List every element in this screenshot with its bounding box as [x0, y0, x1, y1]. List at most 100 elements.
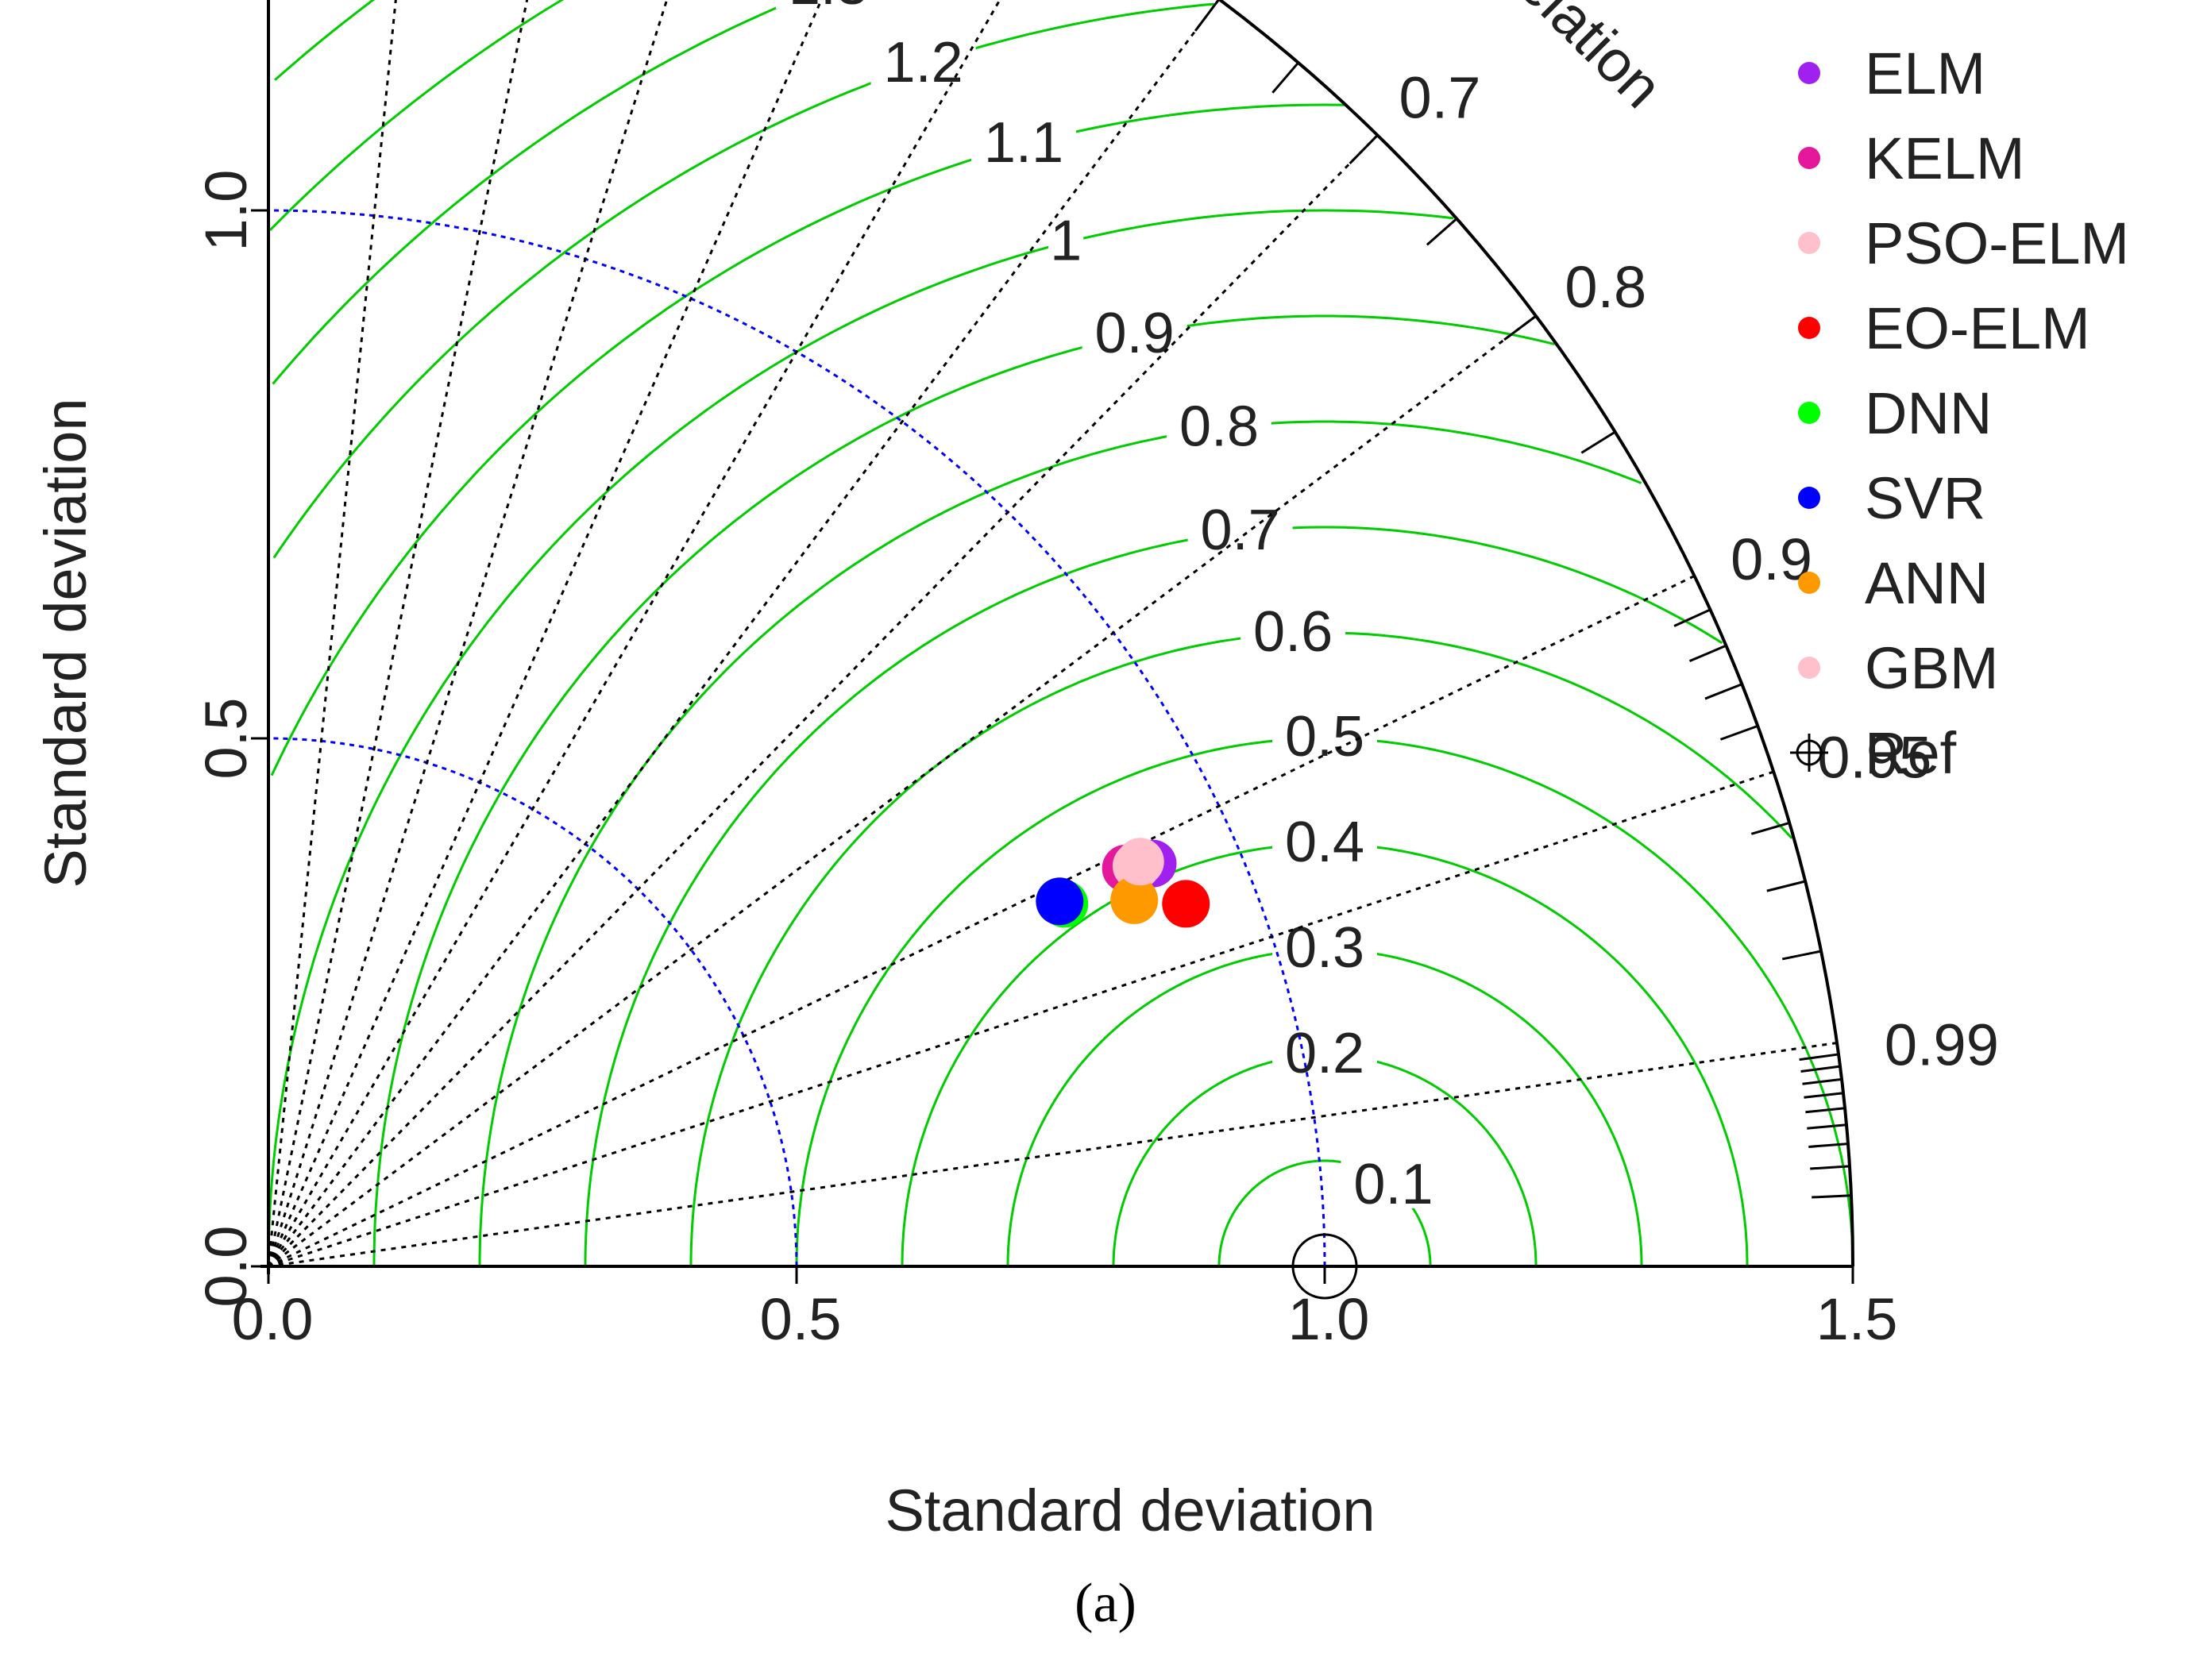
legend: ELM KELM PSO-ELM EO-ELM DNN SVR ANN GBM Ref — [1790, 40, 2129, 786]
legend-marker — [1798, 402, 1820, 424]
legend-marker — [1798, 572, 1820, 594]
crmsd-label: 1.3 — [789, 0, 868, 17]
crmsd-label: 0.4 — [1285, 811, 1364, 874]
correlation-label: 0.95 — [1817, 725, 1931, 791]
correlation-tick — [1799, 1053, 1839, 1062]
y-tick-label: 0.5 — [193, 698, 259, 780]
correlation-lines — [267, 0, 1838, 1268]
correlation-tick — [1349, 134, 1379, 164]
correlation-line-0.8 — [268, 314, 1537, 1268]
correlation-line-0.4 — [267, 0, 823, 1267]
crmsd-contour-1.5 — [274, 0, 376, 81]
legend-label: GBM — [1865, 635, 1999, 701]
x-tick-label: 1.0 — [1288, 1286, 1370, 1352]
correlation-tick — [1688, 644, 1727, 663]
correlation-tick — [1804, 1092, 1844, 1099]
correlation-tick — [1426, 218, 1458, 246]
correlation-tick — [1802, 1077, 1843, 1085]
crmsd-contour-1.4 — [268, 0, 565, 231]
crmsd-label: 1 — [1050, 210, 1082, 273]
crmsd-contours: 0.10.20.30.40.50.60.70.80.911.11.21.31.4… — [267, 0, 1854, 1267]
y-tick-label: 0.0 — [193, 1226, 259, 1308]
x-axis-label: Standard deviation — [885, 1478, 1375, 1543]
x-tick-label: 0.0 — [232, 1286, 314, 1352]
y-tick-label: 1.0 — [193, 170, 259, 252]
correlation-tick — [1808, 1142, 1849, 1148]
legend-label: KELM — [1865, 125, 2025, 191]
point-ann — [1110, 876, 1159, 924]
crmsd-label: 0.2 — [1285, 1022, 1364, 1085]
correlation-tick — [1673, 608, 1711, 627]
correlation-tick — [1781, 950, 1822, 961]
legend-marker — [1798, 232, 1820, 254]
legend-marker — [1798, 317, 1820, 339]
axis-ticks: 0.00.00.50.51.01.01.51.50.10.20.30.40.50… — [193, 0, 1999, 1352]
crmsd-contour-0.1 — [1217, 1159, 1432, 1266]
correlation-line-0.7 — [267, 134, 1379, 1268]
point-gbm — [1116, 838, 1164, 886]
crmsd-label: 0.1 — [1353, 1153, 1433, 1216]
sd-arc-1 — [268, 209, 1326, 1267]
crmsd-contour-1.1 — [270, 103, 1345, 776]
crmsd-label: 0.6 — [1253, 600, 1333, 664]
correlation-tick — [1810, 1165, 1850, 1170]
crmsd-label-bg — [970, 117, 1076, 167]
sd-arc-0.5 — [268, 737, 798, 1267]
x-tick-label: 0.5 — [760, 1286, 842, 1352]
outer-arc — [1217, 0, 1854, 1267]
crmsd-label-bg — [1048, 215, 1084, 265]
crmsd-contour-0.3 — [1006, 948, 1643, 1266]
legend-item-pso-elm: PSO-ELM — [1798, 210, 2129, 276]
correlation-tick — [1812, 1194, 1852, 1199]
legend-label: EO-ELM — [1865, 295, 2090, 361]
crmsd-label: 0.8 — [1179, 395, 1259, 458]
correlation-tick — [1704, 683, 1742, 700]
correlation-tick — [1800, 1065, 1841, 1073]
crmsd-label: 0.9 — [1095, 302, 1175, 365]
crmsd-contour-1.2 — [272, 2, 1215, 559]
legend-item-svr: SVR — [1798, 465, 1985, 531]
crmsd-label: 0.7 — [1201, 499, 1280, 562]
crmsd-contour-1.3 — [272, 0, 798, 385]
correlation-tick — [1807, 1123, 1847, 1130]
legend-label: DNN — [1865, 380, 1992, 446]
crmsd-label-bg — [1082, 308, 1187, 358]
x-tick-label: 1.5 — [1816, 1286, 1898, 1352]
correlation-line-0.99 — [268, 1042, 1838, 1268]
crmsd-contour-0.9 — [372, 314, 1555, 1266]
legend-marker — [1798, 147, 1820, 169]
correlation-tick — [1503, 314, 1537, 341]
crmsd-label-bg — [1241, 606, 1346, 656]
figure-caption: (a) — [0, 1572, 2211, 1636]
legend-item-eo-elm: EO-ELM — [1798, 295, 2090, 361]
crmsd-label-bg — [1341, 1158, 1446, 1208]
legend-marker — [1798, 657, 1820, 679]
correlation-tick — [1271, 61, 1299, 94]
legend-item-dnn: DNN — [1798, 380, 1992, 446]
legend-label: SVR — [1865, 465, 1985, 531]
legend-item-elm: ELM — [1798, 40, 1985, 106]
crmsd-contour-0.6 — [689, 631, 1793, 1266]
crmsd-label: 0.5 — [1285, 705, 1364, 769]
plot-frame — [260, 0, 1854, 1274]
correlation-tick — [1766, 880, 1806, 892]
crmsd-label-bg — [1187, 505, 1293, 555]
y-axis-label: Standard deviation — [33, 398, 98, 888]
correlation-label: 0.7 — [1399, 65, 1481, 131]
crmsd-contour-0.8 — [478, 420, 1642, 1266]
correlation-tick — [1719, 724, 1758, 741]
correlation-line-0.3 — [267, 0, 669, 1267]
crmsd-label: 1.1 — [984, 111, 1063, 175]
correlation-line-0.9 — [268, 575, 1696, 1268]
correlation-line-0.95 — [268, 770, 1774, 1268]
point-svr — [1036, 877, 1084, 926]
legend-marker — [1798, 487, 1820, 509]
crmsd-contour-1 — [267, 209, 1454, 1267]
legend-label: ANN — [1865, 550, 1989, 616]
legend-item-kelm: KELM — [1798, 125, 2025, 191]
legend-label: ELM — [1865, 40, 1985, 106]
crmsd-label: 1.2 — [884, 31, 963, 94]
crmsd-label: 0.3 — [1285, 916, 1364, 980]
crmsd-label-bg — [1167, 401, 1271, 451]
